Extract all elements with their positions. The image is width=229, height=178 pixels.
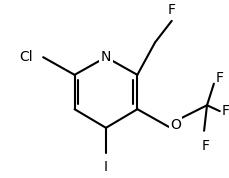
Text: F: F — [215, 71, 223, 85]
Text: O: O — [169, 118, 180, 132]
Text: N: N — [100, 50, 111, 64]
Text: F: F — [167, 3, 175, 17]
Text: F: F — [221, 104, 229, 118]
Text: I: I — [104, 160, 107, 174]
Text: Cl: Cl — [20, 50, 33, 64]
Text: F: F — [201, 139, 209, 153]
